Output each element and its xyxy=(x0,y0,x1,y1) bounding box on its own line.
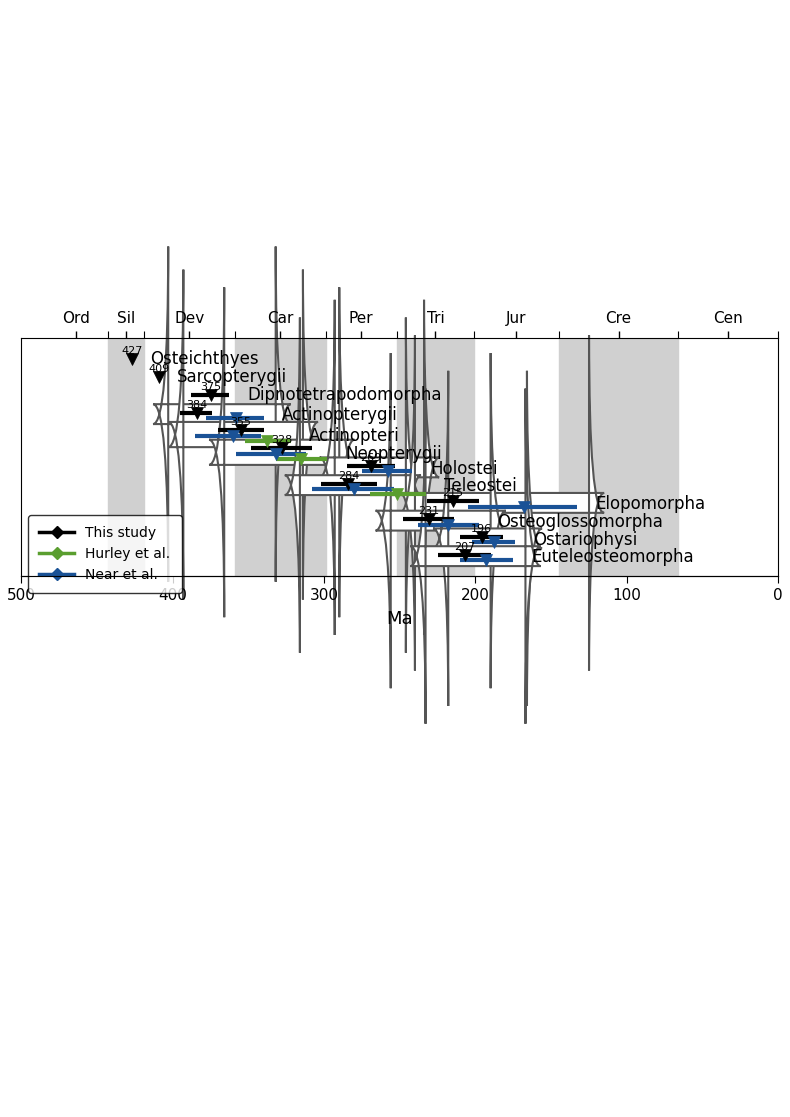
Bar xyxy=(107,338,144,576)
Text: Ostariophysi: Ostariophysi xyxy=(533,531,638,548)
Text: Actinopterygii: Actinopterygii xyxy=(282,407,397,424)
Text: 215: 215 xyxy=(442,488,464,498)
Text: 355: 355 xyxy=(231,418,251,428)
FancyBboxPatch shape xyxy=(320,299,439,634)
Text: Teleostei: Teleostei xyxy=(444,477,517,495)
Text: Osteoglossomorpha: Osteoglossomorpha xyxy=(497,513,663,531)
FancyBboxPatch shape xyxy=(411,389,540,724)
Bar xyxy=(235,338,325,576)
Text: 384: 384 xyxy=(186,400,208,410)
FancyBboxPatch shape xyxy=(168,269,318,600)
Text: Euteleosteomorpha: Euteleosteomorpha xyxy=(532,548,694,566)
FancyBboxPatch shape xyxy=(284,317,421,652)
Text: 375: 375 xyxy=(200,382,221,392)
FancyBboxPatch shape xyxy=(400,335,604,670)
Text: 196: 196 xyxy=(471,524,492,534)
Text: Dipnotetrapodomorpha: Dipnotetrapodomorpha xyxy=(247,386,442,404)
FancyBboxPatch shape xyxy=(433,371,542,706)
Text: Elopomorpha: Elopomorpha xyxy=(595,495,705,513)
Text: Holostei: Holostei xyxy=(430,459,498,478)
FancyBboxPatch shape xyxy=(209,287,355,618)
Text: 284: 284 xyxy=(337,470,359,480)
X-axis label: Ma: Ma xyxy=(386,610,413,628)
Bar xyxy=(397,338,474,576)
FancyBboxPatch shape xyxy=(375,353,506,688)
Text: 409: 409 xyxy=(149,364,170,374)
Text: 328: 328 xyxy=(271,436,292,446)
Text: Sarcopterygii: Sarcopterygii xyxy=(177,369,288,386)
Text: Osteichthyes: Osteichthyes xyxy=(150,351,258,369)
Text: 269: 269 xyxy=(360,454,382,462)
Text: Neopterygii: Neopterygii xyxy=(345,445,442,462)
Bar xyxy=(559,338,679,576)
Legend: This study, Hurley et al., Near et al.: This study, Hurley et al., Near et al. xyxy=(28,515,182,593)
Text: 231: 231 xyxy=(418,506,439,516)
Text: Actinopteri: Actinopteri xyxy=(309,427,400,445)
FancyBboxPatch shape xyxy=(153,247,291,582)
Text: 427: 427 xyxy=(121,346,142,356)
Text: 207: 207 xyxy=(454,542,476,552)
